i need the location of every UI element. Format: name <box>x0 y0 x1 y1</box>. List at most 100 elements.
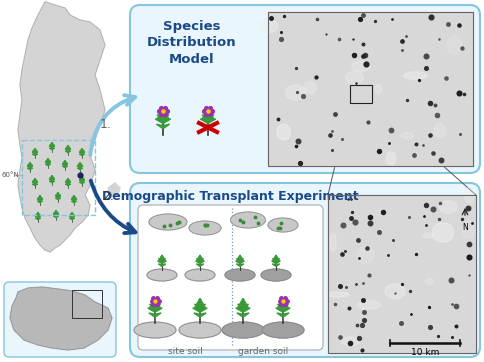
Polygon shape <box>68 149 71 151</box>
Polygon shape <box>80 151 82 152</box>
Polygon shape <box>193 308 200 312</box>
Text: Species
Distribution
Model: Species Distribution Model <box>147 20 237 66</box>
Ellipse shape <box>385 284 406 299</box>
Polygon shape <box>243 304 249 308</box>
Polygon shape <box>201 124 208 129</box>
Polygon shape <box>38 216 41 218</box>
Polygon shape <box>78 165 80 166</box>
Polygon shape <box>283 304 288 308</box>
Polygon shape <box>72 195 76 199</box>
Polygon shape <box>65 149 68 151</box>
Polygon shape <box>58 198 60 200</box>
Polygon shape <box>35 184 37 186</box>
Polygon shape <box>80 148 84 152</box>
Polygon shape <box>236 261 240 264</box>
Text: garden soil: garden soil <box>238 347 288 356</box>
Polygon shape <box>237 313 243 317</box>
Ellipse shape <box>149 214 187 230</box>
Polygon shape <box>36 218 38 220</box>
Polygon shape <box>28 165 30 166</box>
Polygon shape <box>66 178 70 182</box>
Polygon shape <box>150 304 155 308</box>
Polygon shape <box>63 160 67 164</box>
Polygon shape <box>283 313 289 317</box>
Polygon shape <box>159 258 162 261</box>
Polygon shape <box>82 180 85 182</box>
Bar <box>22 140 95 215</box>
Polygon shape <box>72 201 74 203</box>
Polygon shape <box>194 313 200 317</box>
Polygon shape <box>240 264 244 266</box>
Polygon shape <box>158 261 162 264</box>
Bar <box>268 12 473 166</box>
Polygon shape <box>155 119 163 123</box>
Polygon shape <box>200 304 206 308</box>
Ellipse shape <box>463 220 474 239</box>
Polygon shape <box>272 258 276 261</box>
Polygon shape <box>155 308 162 312</box>
Polygon shape <box>74 199 77 201</box>
Polygon shape <box>33 178 37 182</box>
Polygon shape <box>53 214 56 216</box>
Ellipse shape <box>189 221 221 235</box>
Text: 60°N: 60°N <box>2 172 20 178</box>
Polygon shape <box>71 199 74 201</box>
FancyBboxPatch shape <box>138 205 323 350</box>
Bar <box>72 290 102 318</box>
Ellipse shape <box>357 300 381 309</box>
Polygon shape <box>70 215 72 216</box>
Polygon shape <box>80 178 82 180</box>
Ellipse shape <box>439 201 457 213</box>
Polygon shape <box>40 199 43 201</box>
Polygon shape <box>58 196 61 198</box>
Polygon shape <box>157 109 169 119</box>
Ellipse shape <box>179 322 221 338</box>
Ellipse shape <box>357 247 374 263</box>
Polygon shape <box>68 181 70 182</box>
Polygon shape <box>162 258 166 261</box>
Polygon shape <box>200 261 204 264</box>
Polygon shape <box>200 119 208 123</box>
Ellipse shape <box>225 269 255 281</box>
Polygon shape <box>240 261 244 264</box>
Polygon shape <box>156 124 163 129</box>
Polygon shape <box>65 184 68 186</box>
Ellipse shape <box>185 269 215 281</box>
Polygon shape <box>68 151 70 153</box>
Polygon shape <box>202 115 208 119</box>
Polygon shape <box>62 166 65 168</box>
Polygon shape <box>72 216 75 218</box>
Polygon shape <box>28 162 32 166</box>
Polygon shape <box>237 258 240 261</box>
Polygon shape <box>35 216 38 218</box>
Polygon shape <box>68 148 70 149</box>
Polygon shape <box>277 313 283 317</box>
Polygon shape <box>68 182 71 184</box>
Bar <box>350 85 372 103</box>
Polygon shape <box>159 255 166 261</box>
Polygon shape <box>35 182 38 184</box>
Ellipse shape <box>404 72 427 79</box>
Polygon shape <box>49 181 52 183</box>
Ellipse shape <box>423 233 435 238</box>
Polygon shape <box>272 264 276 266</box>
Polygon shape <box>77 166 80 168</box>
Text: 1.: 1. <box>100 118 112 131</box>
Polygon shape <box>52 179 55 181</box>
Polygon shape <box>54 216 56 218</box>
Polygon shape <box>50 144 52 146</box>
Polygon shape <box>68 184 70 186</box>
Polygon shape <box>35 151 37 152</box>
Polygon shape <box>82 182 84 184</box>
Polygon shape <box>46 158 50 162</box>
Polygon shape <box>45 162 48 164</box>
Polygon shape <box>197 255 203 261</box>
Polygon shape <box>69 216 72 218</box>
Polygon shape <box>72 218 75 220</box>
Polygon shape <box>82 178 84 180</box>
Polygon shape <box>78 162 82 166</box>
Polygon shape <box>196 261 200 264</box>
Bar <box>328 195 476 353</box>
Polygon shape <box>30 166 33 168</box>
Polygon shape <box>27 166 30 168</box>
